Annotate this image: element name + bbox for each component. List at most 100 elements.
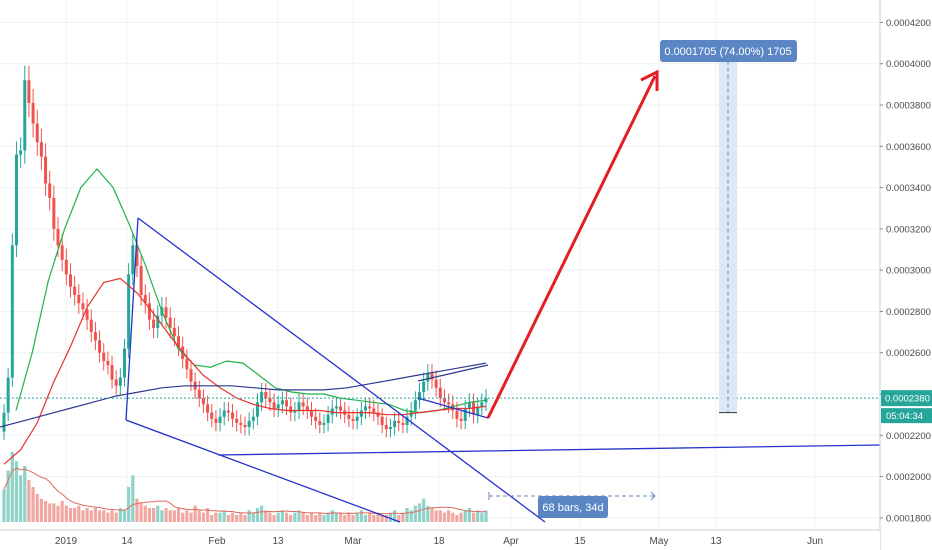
candle-body xyxy=(56,228,60,246)
measure-label: 0.0001705 (74.00%) 1705 xyxy=(664,46,791,58)
candle-body xyxy=(251,416,255,421)
current-price-badge xyxy=(881,390,932,407)
candle-body xyxy=(147,303,151,320)
volume-bar xyxy=(160,510,164,522)
y-tick-label: 0.0003400 xyxy=(886,183,931,194)
candle-body xyxy=(334,406,338,409)
trend-line-3 xyxy=(217,444,881,456)
trend-line-2 xyxy=(125,419,401,523)
candle-body xyxy=(19,150,23,155)
candle-body xyxy=(235,418,239,423)
volume-bar xyxy=(334,512,339,522)
y-tick-label: 0.0002600 xyxy=(886,348,931,359)
candle-body xyxy=(430,373,434,380)
candle-body xyxy=(10,245,14,378)
candle-body xyxy=(309,410,313,417)
candle-body xyxy=(77,294,81,304)
volume-bar xyxy=(81,510,85,522)
candle-body xyxy=(463,408,467,421)
volume-bar xyxy=(185,510,189,522)
volume-bar xyxy=(135,498,139,522)
x-tick-label: Mar xyxy=(344,536,362,547)
volume-bar xyxy=(363,515,368,522)
x-tick-label: 2019 xyxy=(55,536,78,547)
trend-line-5 xyxy=(417,397,489,419)
y-tick-label: 0.0003800 xyxy=(886,101,931,112)
candle-body xyxy=(285,400,289,407)
volume-bar xyxy=(131,475,135,522)
volume-bar xyxy=(413,505,417,522)
volume-bar xyxy=(447,510,451,522)
volume-bar xyxy=(10,452,14,522)
candle-body xyxy=(31,102,35,124)
candle-body xyxy=(268,398,272,403)
volume-bar xyxy=(355,512,359,522)
volume-bar xyxy=(143,505,147,522)
volume-bar xyxy=(31,487,35,522)
candle-body xyxy=(127,274,131,349)
trend-line-1 xyxy=(137,217,546,523)
x-tick-label: Jun xyxy=(807,536,823,547)
volume-bar xyxy=(305,515,309,522)
candle-body xyxy=(467,402,471,409)
volume-bar xyxy=(438,510,442,522)
volume-bar xyxy=(218,512,222,522)
volume-bar xyxy=(480,512,484,522)
volume-bar xyxy=(384,515,388,522)
volume-bar xyxy=(206,508,210,522)
moving-average-line-2 xyxy=(3,277,487,465)
candle-body xyxy=(355,416,359,421)
candle-body xyxy=(156,315,160,328)
y-tick-label: 0.0001800 xyxy=(886,513,931,524)
candle-body xyxy=(405,416,409,425)
candle-body xyxy=(359,410,363,417)
candle-body xyxy=(434,379,438,388)
x-tick-label: Apr xyxy=(503,536,519,547)
candlesticks xyxy=(2,65,488,440)
y-tick-label: 0.0002200 xyxy=(886,431,931,442)
volume-bar xyxy=(276,512,280,522)
volume-bar xyxy=(343,515,347,522)
volume-bar xyxy=(56,505,60,522)
countdown-label: 05:04:34 xyxy=(886,411,923,422)
candle-body xyxy=(276,404,280,409)
y-tick-label: 0.0003000 xyxy=(886,266,931,277)
volume-bar xyxy=(168,510,172,522)
candle-body xyxy=(218,416,222,423)
volume-bar xyxy=(471,512,476,522)
volume-bar xyxy=(52,503,56,522)
volume-bar xyxy=(326,512,330,522)
volume-bar xyxy=(189,512,193,522)
candle-body xyxy=(239,422,243,425)
candle-body xyxy=(351,418,355,421)
measure-tool[interactable]: 0.0001705 (74.00%) 1705 68 bars, 34d xyxy=(488,40,797,518)
volume-bar xyxy=(172,510,176,522)
price-axis-panel xyxy=(880,0,932,550)
volume-bar xyxy=(197,510,201,522)
candle-body xyxy=(318,420,322,425)
volume-bar xyxy=(226,515,230,522)
candle-body xyxy=(206,404,210,413)
volume-bar xyxy=(27,480,31,522)
candle-body xyxy=(139,266,143,295)
volume-bar xyxy=(426,505,430,522)
candle-body xyxy=(52,197,56,229)
volume-bar xyxy=(301,512,305,522)
volume-bar xyxy=(68,508,73,522)
volume-bar xyxy=(368,512,372,522)
current-price-label: 0.0002380 xyxy=(885,394,930,405)
bars-label-box xyxy=(538,496,608,518)
candle-body xyxy=(189,369,193,382)
x-tick-label: 14 xyxy=(121,536,133,547)
volume-bar xyxy=(430,508,434,522)
volume-bars xyxy=(2,452,488,522)
volume-ma-line xyxy=(3,467,487,515)
volume-bar xyxy=(272,515,276,522)
volume-bar xyxy=(260,505,264,522)
volume-bar xyxy=(280,510,284,522)
candle-body xyxy=(372,408,376,413)
volume-bar xyxy=(97,510,102,522)
y-tick-label: 0.0004000 xyxy=(886,59,931,70)
volume-bar xyxy=(106,512,110,522)
